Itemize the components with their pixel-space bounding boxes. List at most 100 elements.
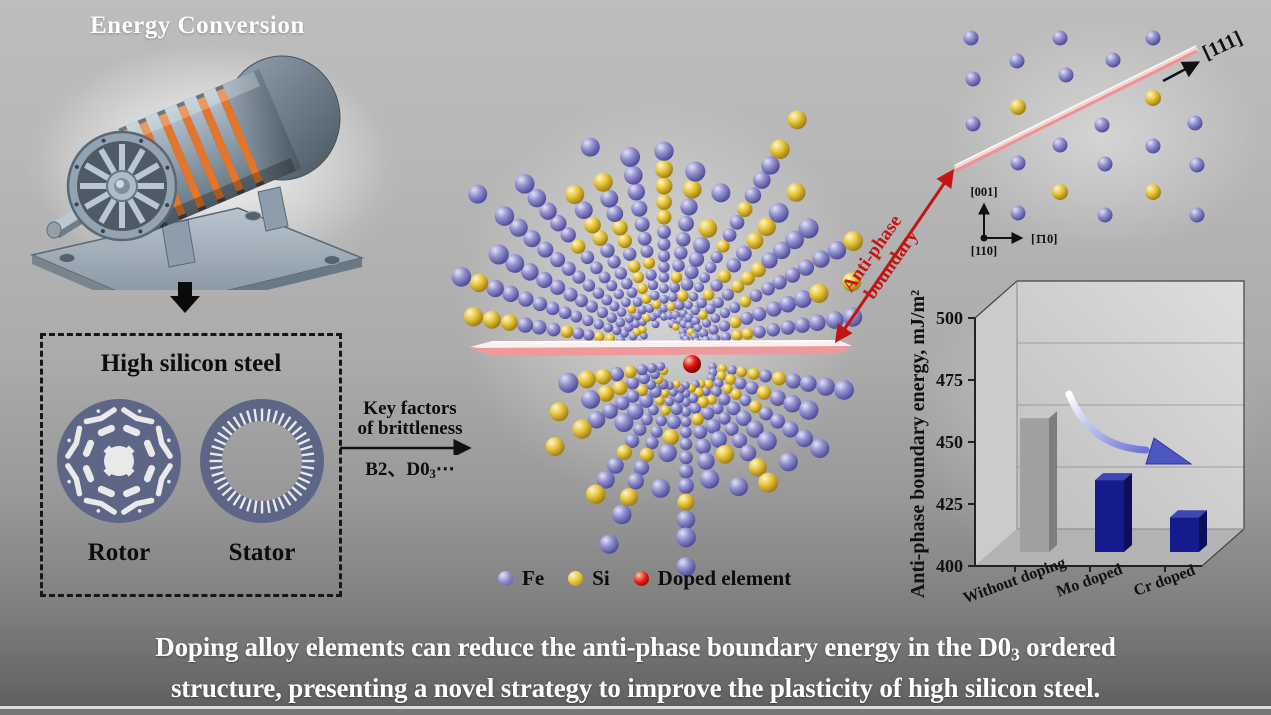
key-factors-line1: Key factors — [363, 398, 457, 419]
si-atom — [748, 458, 767, 477]
fe-atom — [810, 438, 830, 458]
fe-atom — [684, 265, 699, 280]
legend-si-label: Si — [592, 566, 610, 590]
bolt — [165, 165, 170, 170]
winding-band — [197, 96, 244, 192]
rotor-pin-hole — [96, 409, 101, 413]
fe-atom — [753, 325, 766, 339]
si-atom — [672, 380, 681, 389]
fe-atom — [674, 300, 685, 311]
fe-atom — [701, 318, 712, 328]
si-atom — [1145, 90, 1161, 106]
rotor-slot-group — [96, 485, 115, 513]
flux-barrier — [65, 441, 79, 459]
fe-atom — [729, 301, 741, 313]
fe-atom — [614, 267, 628, 280]
stator-slot — [301, 465, 315, 470]
fe-atom — [668, 388, 678, 397]
chart-left-wall — [975, 281, 1017, 566]
apb-line — [953, 45, 1199, 171]
fe-atom — [1052, 30, 1068, 46]
fe-atom — [627, 183, 645, 201]
rotor-pole — [134, 415, 165, 446]
si-atom — [682, 179, 702, 199]
stator-slot — [253, 408, 258, 422]
fe-atom — [670, 402, 683, 416]
si-atom — [656, 209, 672, 225]
fe-atom — [761, 156, 780, 175]
si-atom — [463, 307, 484, 327]
fe-atom — [711, 183, 731, 203]
rotor-pole — [159, 441, 173, 481]
si-atom — [731, 329, 743, 341]
bar-front — [1170, 517, 1199, 552]
fe-atom — [679, 437, 693, 451]
si-atom — [612, 380, 628, 396]
flux-barrier — [73, 425, 83, 446]
fe-atom — [502, 285, 519, 303]
fe-atom — [772, 275, 787, 290]
rotor-slot-group — [96, 409, 115, 437]
fe-atom — [674, 246, 688, 260]
winding-band — [216, 88, 264, 184]
rotor-lamination-diagram — [57, 399, 181, 523]
fe-atom — [680, 198, 698, 216]
si-atom — [672, 323, 680, 331]
fe-atom — [721, 288, 734, 301]
bolt — [74, 202, 79, 207]
fe-atom — [739, 444, 757, 462]
bar-front — [1095, 480, 1124, 552]
key-factors-line2: of brittleness — [357, 418, 463, 439]
rotor-pin-hole — [167, 479, 171, 484]
si-atom — [628, 260, 641, 273]
fe-atom — [697, 452, 715, 470]
fe-atom — [602, 403, 618, 419]
mount-hole — [58, 253, 76, 263]
fe-atom — [696, 297, 707, 309]
si-atom — [560, 325, 574, 339]
stator-slot — [213, 476, 227, 484]
direction-111-arrow — [1162, 61, 1201, 83]
si-atom — [627, 304, 637, 314]
si-atom — [654, 160, 674, 179]
fe-atom — [718, 393, 731, 406]
si-atom — [654, 395, 665, 406]
rotor-slot — [82, 465, 95, 483]
fe-atom — [1105, 52, 1121, 68]
spoke — [132, 190, 160, 210]
fe-atom — [645, 303, 655, 313]
spoke — [132, 162, 160, 182]
fe-atom — [634, 216, 650, 232]
fe-atom — [523, 230, 541, 248]
fe-atom — [615, 317, 626, 328]
si-atom — [729, 316, 742, 329]
fe-atom — [612, 326, 622, 336]
si-atom — [597, 385, 615, 402]
fe-atom — [680, 416, 692, 428]
fe-atom — [598, 271, 611, 284]
stator-slot — [239, 496, 247, 510]
fe-atom — [609, 301, 620, 312]
si-atom — [617, 233, 633, 249]
fe-atom — [651, 320, 660, 329]
si-atom — [702, 288, 715, 301]
fe-atom — [650, 425, 663, 438]
fe-atom — [645, 269, 657, 281]
fe-atom — [758, 406, 773, 421]
bar-top — [1020, 411, 1057, 419]
rotor-slot-group — [143, 438, 171, 457]
fe-atom — [735, 410, 752, 427]
fe-atom — [632, 297, 643, 307]
fe-atom — [627, 472, 645, 490]
si-atom-icon — [568, 571, 584, 586]
fe-atom — [580, 137, 600, 157]
flux-barrier — [99, 407, 117, 421]
si-atom — [666, 302, 676, 312]
fe-atom — [590, 261, 603, 275]
fe-atom — [596, 306, 609, 319]
fe-atom — [532, 296, 548, 312]
fe-atom — [729, 477, 749, 497]
fe-atom — [550, 252, 566, 268]
stator-lamination-diagram — [200, 399, 324, 523]
si-atom — [570, 239, 586, 254]
